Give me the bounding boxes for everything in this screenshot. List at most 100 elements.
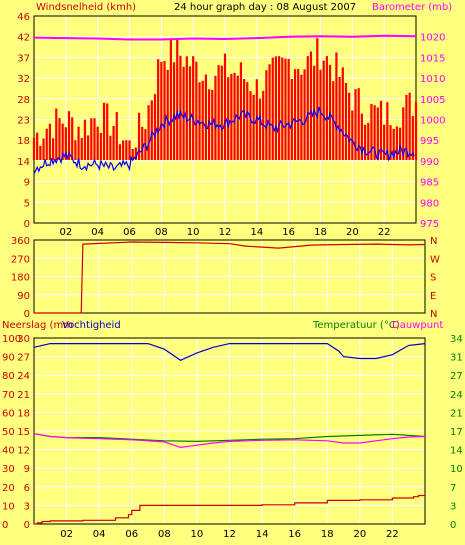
humidity-tick-label: 50 [2, 427, 15, 438]
rain-tick-label: 18 [17, 408, 30, 419]
hour-tick-label: 02 [59, 227, 72, 238]
rain-tick-label: 9 [24, 464, 30, 475]
compass-tick-label: N [430, 236, 437, 247]
compass-tick-label: E [430, 291, 436, 302]
temperature-tick-label: 10 [450, 464, 463, 475]
hour-tick-label: 16 [282, 227, 295, 238]
compass-tick-label: N [430, 309, 437, 320]
temperature-tick-label: 7 [450, 483, 456, 494]
hour-tick-label: 20 [346, 227, 359, 238]
rain-tick-label: 3 [24, 501, 30, 512]
hour-tick-label: 16 [288, 529, 301, 540]
wind-tick-label: 32 [17, 74, 30, 85]
series-dir [34, 241, 426, 314]
wind-tick-label: 42 [17, 33, 30, 44]
humidity-tick-label: 40 [2, 446, 15, 457]
barometer-tick-label: 1010 [420, 74, 445, 85]
humidity-tick-label: 20 [2, 483, 15, 494]
humidity-tick-label: 30 [2, 464, 15, 475]
temperature-tick-label: 34 [450, 334, 463, 345]
barometer-tick-label: 985 [420, 178, 439, 189]
humidity-axis-label: Vochtigheid [62, 320, 121, 331]
hour-tick-label: 06 [125, 529, 138, 540]
hour-tick-label: 06 [123, 227, 136, 238]
temperature-tick-label: 24 [450, 390, 463, 401]
humidity-tick-label: 70 [2, 390, 15, 401]
rain-axis-label: Neerslag (mm [2, 320, 73, 331]
wind-tick-label: 28 [17, 95, 30, 106]
graph-title: 24 hour graph day : 08 August 2007 [174, 2, 356, 13]
hour-tick-label: 18 [314, 227, 327, 238]
wind-tick-label: 23 [17, 116, 30, 127]
hour-tick-label: 10 [187, 227, 200, 238]
temperature-tick-label: 31 [450, 353, 463, 364]
temperature-axis-label: Temperatuur (°C) [312, 320, 400, 331]
temperature-tick-label: 14 [450, 446, 463, 457]
hour-tick-label: 22 [378, 227, 391, 238]
humidity-tick-label: 0 [2, 520, 8, 531]
rain-tick-label: 27 [17, 353, 30, 364]
barometer-tick-label: 975 [420, 219, 439, 230]
humidity-tick-label: 10 [2, 501, 15, 512]
temperature-tick-label: 3 [450, 501, 456, 512]
wind-tick-label: 14 [17, 157, 30, 168]
direction-tick-label: 180 [11, 273, 30, 284]
wind-tick-label: 0 [24, 219, 30, 230]
series-avg [33, 106, 415, 175]
compass-tick-label: S [430, 273, 436, 284]
rain-tick-label: 0 [24, 520, 30, 531]
temperature-tick-label: 21 [450, 408, 463, 419]
series-barometer [33, 34, 417, 41]
wind-tick-label: 37 [17, 53, 30, 64]
humidity-tick-label: 80 [2, 371, 15, 382]
wind-tick-label: 46 [17, 12, 30, 23]
wind-tick-label: 5 [24, 198, 30, 209]
temperature-tick-label: 27 [450, 371, 463, 382]
barometer-tick-label: 990 [420, 157, 439, 168]
humidity-tick-label: 90 [2, 353, 15, 364]
hour-tick-label: 12 [219, 227, 232, 238]
temperature-tick-label: 17 [450, 427, 463, 438]
barometer-tick-label: 1020 [420, 33, 445, 44]
barometer-tick-label: 995 [420, 136, 439, 147]
series-humidity [33, 343, 426, 361]
hour-tick-label: 10 [191, 529, 204, 540]
barometer-tick-label: 980 [420, 198, 439, 209]
hour-tick-label: 04 [93, 529, 106, 540]
rain-tick-label: 12 [17, 446, 30, 457]
hour-tick-label: 12 [223, 529, 236, 540]
temperature-tick-label: 0 [450, 520, 456, 531]
hour-tick-label: 08 [158, 529, 171, 540]
barometer-tick-label: 1015 [420, 53, 445, 64]
barometer-axis-label: Barometer (mb) [372, 2, 452, 13]
direction-tick-label: 0 [24, 309, 30, 320]
barometer-tick-label: 1000 [420, 116, 445, 127]
direction-tick-label: 90 [17, 291, 30, 302]
hour-tick-label: 04 [91, 227, 104, 238]
hour-tick-label: 14 [250, 227, 263, 238]
series-rain [34, 494, 425, 525]
hour-tick-label: 22 [386, 529, 399, 540]
barometer-tick-label: 1005 [420, 95, 445, 106]
hour-tick-label: 02 [60, 529, 73, 540]
rain-tick-label: 21 [17, 390, 30, 401]
humidity-tick-label: 60 [2, 408, 15, 419]
series-dewpoint [33, 433, 426, 449]
hour-tick-label: 20 [353, 529, 366, 540]
rain-tick-label: 6 [24, 483, 30, 494]
direction-tick-label: 360 [11, 236, 30, 247]
wind-tick-label: 9 [24, 178, 30, 189]
rain-tick-label: 24 [17, 371, 30, 382]
compass-tick-label: W [430, 254, 440, 265]
direction-tick-label: 270 [11, 254, 30, 265]
wind-axis-label: Windsnelheid (kmh) [36, 2, 136, 13]
humidity-tick-label: 100 [2, 334, 21, 345]
rain-tick-label: 30 [17, 334, 30, 345]
hour-tick-label: 14 [256, 529, 269, 540]
rain-tick-label: 15 [17, 427, 30, 438]
hour-tick-label: 08 [155, 227, 168, 238]
dewpoint-axis-label: Dauwpunt [392, 320, 443, 331]
hour-tick-label: 18 [321, 529, 334, 540]
wind-tick-label: 18 [17, 136, 30, 147]
